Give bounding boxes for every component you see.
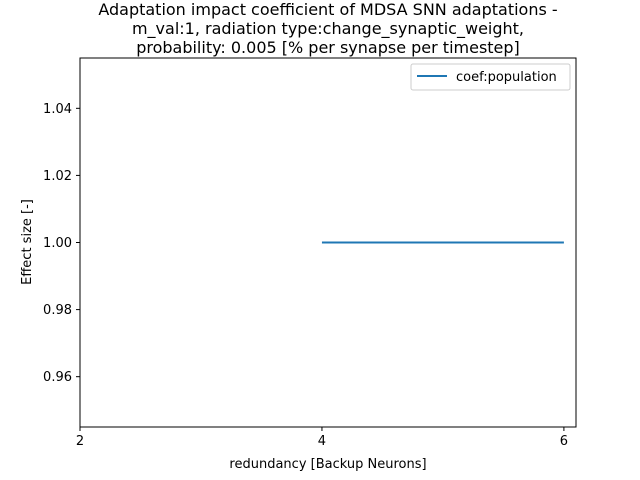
y-tick-label: 0.96 (43, 370, 72, 385)
y-axis-label: Effect size [-] (20, 199, 35, 285)
y-tick-label: 1.02 (43, 169, 72, 184)
y-tick-label: 1.00 (43, 236, 72, 251)
legend: coef:population (410, 63, 571, 91)
x-tick-label: 2 (76, 434, 84, 449)
y-axis-ticks: 0.96 0.98 1.00 1.02 1.04 (43, 102, 80, 385)
x-tick-label: 6 (560, 434, 568, 449)
chart-title-line-2: m_val:1, radiation type:change_synaptic_… (132, 19, 524, 39)
x-tick-label: 4 (318, 434, 326, 449)
y-tick-label: 1.04 (43, 102, 72, 117)
x-axis-label: redundancy [Backup Neurons] (229, 457, 426, 472)
chart-title-line-3: probability: 0.005 [% per synapse per ti… (136, 38, 520, 57)
chart-title-line-1: Adaptation impact coefficient of MDSA SN… (98, 0, 557, 19)
legend-box (410, 63, 571, 91)
x-axis-ticks: 2 4 6 (76, 427, 568, 449)
legend-label-coef-population: coef:population (456, 70, 557, 85)
y-tick-label: 0.98 (43, 303, 72, 318)
